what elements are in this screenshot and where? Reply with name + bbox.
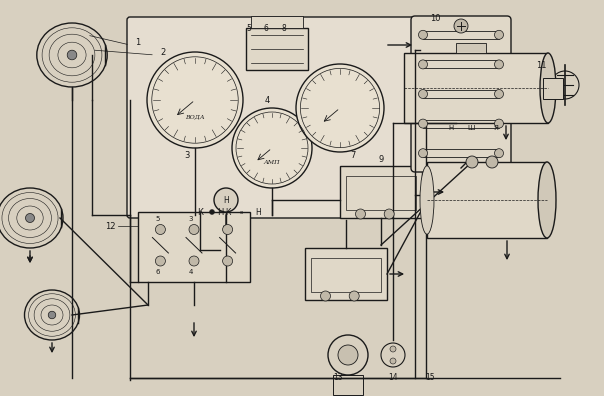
Circle shape: [189, 256, 199, 266]
Bar: [423, 61, 499, 69]
Text: 4: 4: [265, 95, 270, 105]
Text: Ш: Ш: [467, 125, 475, 131]
Circle shape: [338, 345, 358, 365]
Text: 3: 3: [188, 215, 193, 221]
Text: ВОДА: ВОДА: [185, 114, 205, 119]
Circle shape: [25, 213, 34, 223]
Bar: [423, 90, 499, 98]
Text: H: H: [217, 208, 223, 217]
Circle shape: [419, 119, 428, 128]
Text: 2: 2: [160, 48, 165, 57]
Bar: [346, 176, 416, 210]
Circle shape: [495, 149, 504, 158]
Circle shape: [390, 346, 396, 352]
Circle shape: [381, 343, 405, 367]
Bar: [246, 28, 308, 70]
Circle shape: [155, 225, 165, 234]
Text: о: о: [240, 209, 243, 215]
Circle shape: [495, 119, 504, 128]
Text: К: К: [225, 208, 230, 217]
Bar: [251, 16, 303, 28]
Circle shape: [328, 335, 368, 375]
Text: 5: 5: [155, 215, 159, 221]
Bar: [138, 212, 250, 282]
Bar: [311, 258, 381, 292]
Circle shape: [419, 149, 428, 158]
Text: 8: 8: [282, 23, 287, 32]
Text: К: К: [197, 208, 203, 217]
Circle shape: [384, 209, 394, 219]
Circle shape: [223, 256, 233, 266]
Circle shape: [349, 291, 359, 301]
Bar: [543, 78, 563, 99]
Text: 11: 11: [536, 61, 547, 70]
Text: 6: 6: [155, 269, 159, 275]
Text: 12: 12: [106, 221, 116, 230]
Circle shape: [67, 50, 77, 60]
Circle shape: [466, 156, 478, 168]
Circle shape: [232, 108, 312, 188]
Bar: [423, 31, 499, 39]
Circle shape: [454, 19, 468, 33]
Circle shape: [214, 188, 238, 212]
Bar: [427, 162, 547, 238]
Circle shape: [296, 64, 384, 152]
Text: 15: 15: [425, 373, 435, 383]
Bar: [305, 248, 387, 300]
Circle shape: [223, 225, 233, 234]
Text: Я: Я: [493, 125, 498, 131]
Circle shape: [495, 30, 504, 39]
Text: H: H: [255, 208, 261, 217]
Circle shape: [495, 89, 504, 99]
Text: 13: 13: [333, 373, 343, 383]
Text: 1: 1: [135, 38, 140, 46]
Text: 14: 14: [388, 373, 398, 383]
Circle shape: [390, 358, 396, 364]
Bar: [404, 53, 548, 123]
Ellipse shape: [420, 166, 434, 234]
Text: H: H: [223, 196, 229, 204]
Circle shape: [210, 209, 214, 215]
Circle shape: [495, 60, 504, 69]
FancyBboxPatch shape: [127, 17, 423, 218]
Text: 4: 4: [189, 269, 193, 275]
Text: АМП: АМП: [264, 160, 280, 164]
Bar: [423, 149, 499, 157]
Circle shape: [321, 291, 330, 301]
Bar: [340, 166, 422, 218]
Text: 6: 6: [264, 23, 269, 32]
Text: 7: 7: [350, 150, 355, 160]
Circle shape: [155, 256, 165, 266]
Circle shape: [356, 209, 365, 219]
Text: Н: Н: [448, 125, 454, 131]
Text: 5: 5: [246, 23, 251, 32]
Circle shape: [147, 52, 243, 148]
FancyBboxPatch shape: [411, 16, 511, 172]
Circle shape: [189, 225, 199, 234]
Circle shape: [48, 311, 56, 319]
Bar: [333, 375, 363, 395]
Ellipse shape: [538, 162, 556, 238]
Circle shape: [419, 30, 428, 39]
Ellipse shape: [540, 53, 556, 123]
Text: 3: 3: [185, 150, 190, 160]
Circle shape: [419, 60, 428, 69]
Bar: [423, 120, 499, 128]
Bar: [456, 43, 486, 53]
Circle shape: [486, 156, 498, 168]
Text: 9: 9: [378, 155, 384, 164]
Circle shape: [419, 89, 428, 99]
Text: 10: 10: [430, 13, 440, 23]
